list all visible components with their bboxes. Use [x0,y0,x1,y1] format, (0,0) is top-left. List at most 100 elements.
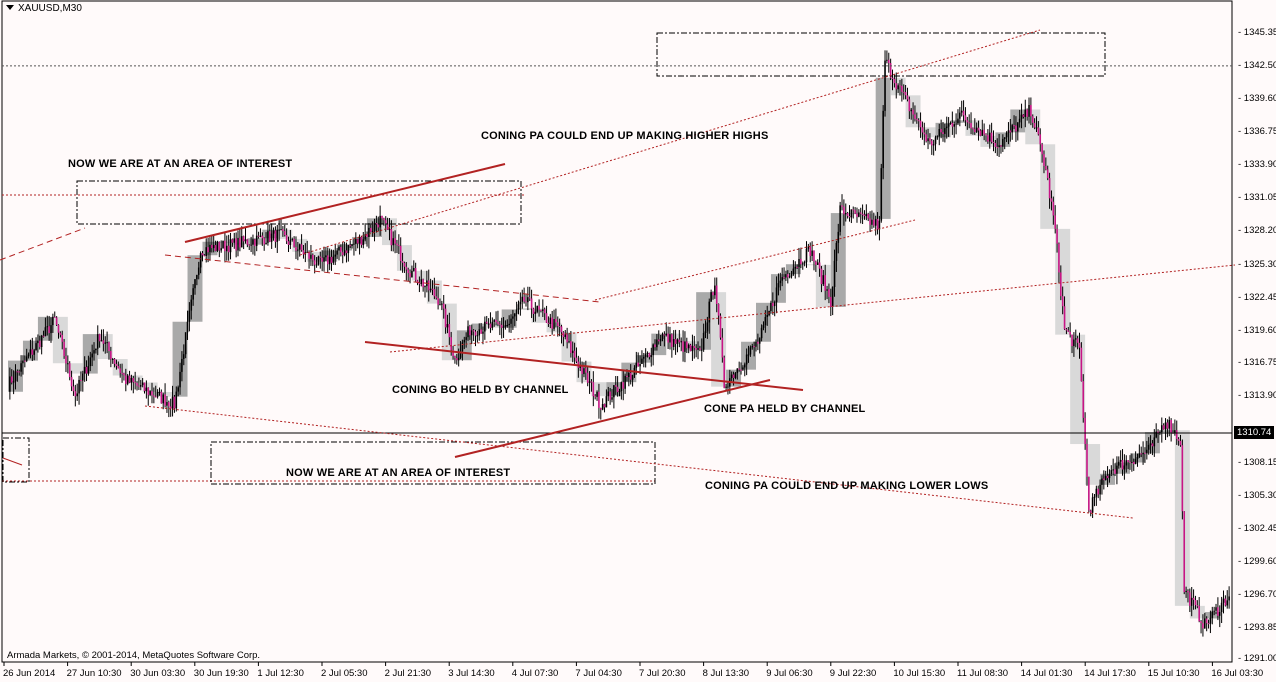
candle-body [31,349,34,355]
candle-body [902,91,905,93]
current-price-label: 1310.74 [1234,426,1275,439]
candle-body [983,129,985,135]
candle-body [1114,469,1116,474]
candle-body [310,254,312,259]
dropdown-triangle-icon[interactable] [6,5,14,10]
candle-body [873,219,875,226]
candle-body [887,59,890,64]
candle-body [562,332,565,337]
candle-body [1024,109,1027,117]
candle-body [123,373,125,376]
candle-body [704,331,707,333]
candle-body [321,257,323,262]
candle-body [652,344,654,356]
candle-body [575,357,578,362]
trendline-cone-top [364,341,804,391]
candle-body [476,335,479,337]
candle-body [1153,437,1156,447]
candle-body [901,85,903,92]
candle-body [910,109,913,112]
candle-body [95,348,97,351]
candle-body [80,379,82,381]
candle-body [106,342,108,344]
candle-body [893,78,896,84]
candle-body [884,60,886,111]
candle-body [441,303,443,305]
candle-body [1069,331,1071,335]
candle-body [418,283,421,285]
candle-body [957,118,959,124]
candle-body [50,325,52,334]
candle-body [411,270,413,278]
candle-body [1039,134,1042,145]
candle-body [212,245,215,249]
candle-body [710,292,712,302]
candle-body [1190,597,1193,606]
y-axis-tick: - 1336.75 [1238,126,1276,138]
candle-body [177,387,179,392]
channel-line-mid [389,264,1236,353]
candle-body [1166,422,1169,429]
candle-body [175,391,178,409]
candle-body [325,255,327,258]
candle-body [1142,452,1144,455]
candle-body [1110,470,1113,474]
candle-body [699,348,701,350]
candle-body [738,368,740,370]
candle-body [803,262,806,264]
candle-body [29,349,32,355]
chart-title[interactable]: XAUUSD,M30 [6,3,82,15]
candle-body [553,319,555,329]
candle-body [874,218,877,226]
candle-body [749,347,752,355]
candle-body [330,256,333,263]
candle-body [626,375,628,378]
candle-body [1003,137,1006,139]
candle-body [742,367,744,370]
candle-body [650,355,653,358]
candle-body [641,358,643,364]
candle-body [469,326,471,336]
candle-body [336,250,338,255]
candle-body [282,229,284,232]
candle-body [1132,461,1135,464]
candle-body [147,387,150,395]
candle-body [513,313,516,317]
candle-body [657,339,660,342]
candle-body [1119,459,1122,462]
candle-body [558,325,561,327]
candle-body [1011,125,1013,133]
candle-body [1074,338,1077,340]
candle-body [392,238,395,246]
candle-body [484,321,486,332]
candle-body [906,95,909,100]
candle-body [661,334,664,339]
candle-body [83,366,86,374]
candle-body [197,267,200,275]
candle-body [843,206,845,215]
candle-body [1000,145,1002,147]
candle-body [166,402,168,406]
x-axis-tick: 9 Jul 06:30 [766,668,813,679]
candle-body [302,250,305,255]
candle-body [1022,114,1025,117]
candle-body [899,85,901,87]
x-axis-tick: 9 Jul 22:30 [829,668,877,679]
candle-body [76,393,78,397]
candle-body [439,304,441,306]
candle-body [287,241,290,245]
candle-body [100,340,103,342]
candle-body [882,110,884,169]
candle-body [414,268,417,281]
candle-body [259,235,262,237]
candle-body [1106,475,1109,479]
candle-body [762,325,765,328]
candle-body [1140,453,1143,455]
candle-body [1050,198,1053,202]
candle-body [889,63,892,78]
candle-body [119,368,121,373]
candle-body [401,260,404,263]
candle-body [231,239,234,243]
candle-body [1189,592,1191,606]
